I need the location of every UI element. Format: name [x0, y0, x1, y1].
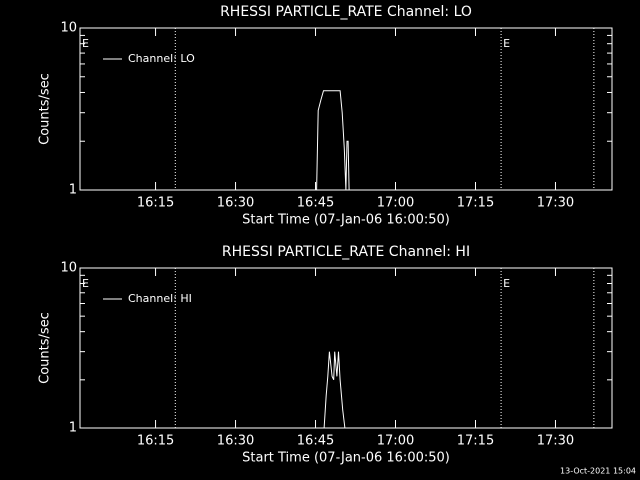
x-tick-label: 16:45: [297, 434, 334, 449]
x-tick-label: 17:15: [457, 196, 494, 211]
annotation: E: [503, 37, 510, 50]
x-tick-label: 17:00: [377, 196, 414, 211]
x-tick-label: 17:15: [457, 434, 494, 449]
annotation: E: [82, 37, 89, 50]
chart-title: RHESSI PARTICLE_RATE Channel: HI: [222, 244, 470, 260]
timestamp: 13-Oct-2021 15:04: [560, 467, 636, 476]
legend-label: Channel: LO: [128, 52, 195, 65]
y-axis-label: Counts/sec: [38, 312, 53, 384]
x-tick-label: 16:30: [217, 434, 254, 449]
x-axis-label: Start Time (07-Jan-06 16:00:50): [242, 213, 450, 228]
plot-frame: [79, 267, 613, 429]
y-tick-label: 10: [60, 261, 77, 276]
data-line: [323, 351, 346, 429]
y-tick-label: 10: [60, 21, 77, 36]
x-tick-label: 17:00: [377, 434, 414, 449]
x-tick-label: 17:30: [537, 196, 574, 211]
annotation: E: [82, 277, 89, 290]
x-tick-label: 16:30: [217, 196, 254, 211]
x-tick-label: 17:30: [537, 434, 574, 449]
x-axis-label: Start Time (07-Jan-06 16:00:50): [242, 451, 450, 466]
annotation: E: [503, 277, 510, 290]
legend-label: Channel: HI: [128, 292, 192, 305]
y-tick-label: 1: [69, 421, 77, 436]
x-tick-label: 16:45: [297, 196, 334, 211]
y-axis-label: Counts/sec: [38, 73, 53, 145]
x-tick-label: 16:15: [137, 434, 174, 449]
y-tick-label: 1: [69, 183, 77, 198]
x-tick-label: 16:15: [137, 196, 174, 211]
chart-title: RHESSI PARTICLE_RATE Channel: LO: [220, 4, 472, 20]
data-line: [316, 90, 351, 191]
